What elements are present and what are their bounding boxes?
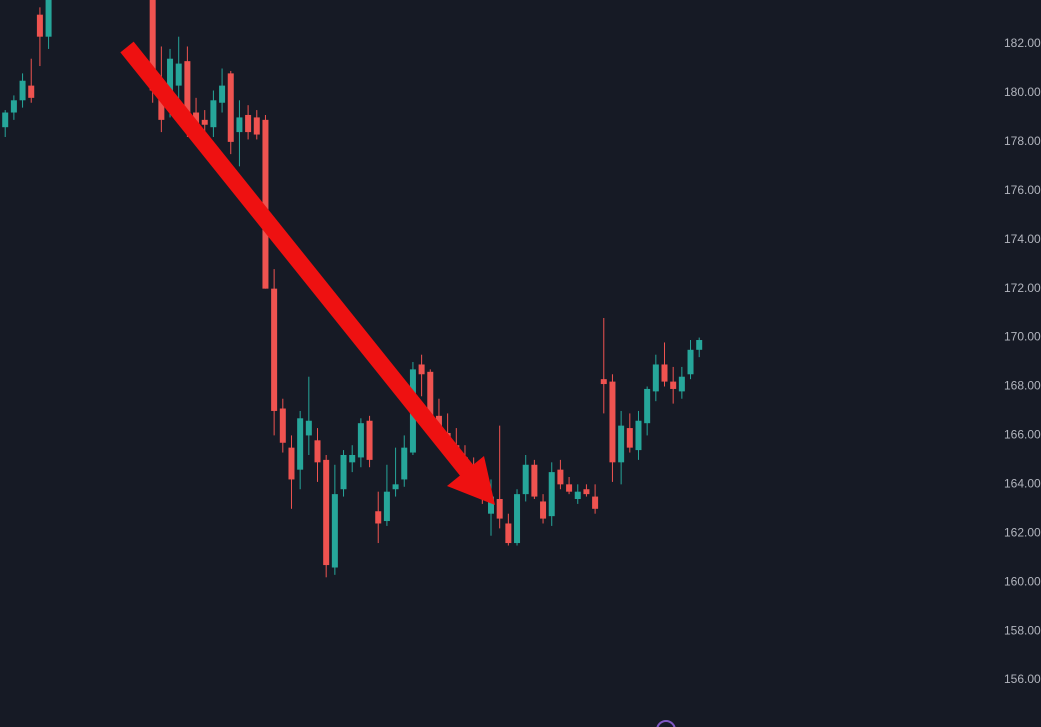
- y-tick-label: 156.00: [1004, 672, 1041, 686]
- candle-body: [279, 408, 286, 443]
- candle-body: [305, 420, 312, 436]
- candle-body: [566, 484, 573, 492]
- candle-body: [245, 114, 252, 133]
- candle-body: [297, 418, 304, 470]
- candle-body: [253, 117, 260, 135]
- candle-body: [366, 420, 373, 460]
- y-tick-label: 180.00: [1004, 85, 1041, 99]
- candle-body: [45, 0, 52, 37]
- candle-body: [670, 381, 677, 389]
- candle-body: [323, 459, 330, 566]
- candle-body: [488, 496, 495, 514]
- candle-body: [635, 420, 642, 451]
- candle-body: [219, 85, 226, 103]
- candle-body: [600, 379, 607, 385]
- candle-body: [271, 288, 278, 411]
- candle-body: [210, 100, 217, 128]
- candle-body: [618, 425, 625, 463]
- candle-body: [435, 415, 442, 429]
- candle-body: [201, 119, 208, 125]
- candle-body: [383, 491, 390, 522]
- candle-body: [331, 494, 338, 568]
- candle-body: [531, 464, 538, 497]
- y-tick-label: 182.00: [1004, 36, 1041, 50]
- plot-area: [2, 0, 703, 578]
- candle-body: [19, 80, 26, 101]
- y-tick-label: 174.00: [1004, 232, 1041, 246]
- candle-body: [687, 349, 694, 375]
- candle-body: [696, 340, 703, 350]
- y-tick-label: 170.00: [1004, 330, 1041, 344]
- candle-body: [314, 440, 321, 463]
- candle-body: [574, 491, 581, 500]
- candle-body: [227, 73, 234, 142]
- candle-body: [2, 112, 9, 128]
- candle-body: [149, 0, 156, 91]
- candle-body: [427, 371, 434, 421]
- y-tick-label: 168.00: [1004, 379, 1041, 393]
- candle-body: [349, 454, 356, 463]
- candle-body: [522, 464, 529, 495]
- candle-body: [418, 364, 425, 375]
- candle-body: [175, 63, 182, 86]
- candle-body: [288, 447, 295, 480]
- candle-body: [626, 428, 633, 448]
- candle-body: [514, 494, 521, 544]
- candle-body: [36, 14, 43, 37]
- candle-body: [340, 454, 347, 490]
- candle-body: [375, 511, 382, 524]
- candle-body: [496, 499, 503, 519]
- candle-body: [401, 447, 408, 480]
- candle-body: [548, 472, 555, 517]
- y-tick-label: 172.00: [1004, 281, 1041, 295]
- candle-body: [262, 119, 269, 289]
- price-axis: 156.00 158.00 160.00 162.00 164.00 166.00 168.…: [1004, 36, 1041, 686]
- y-tick-label: 164.00: [1004, 477, 1041, 491]
- candle-body: [184, 61, 191, 115]
- y-tick-label: 158.00: [1004, 623, 1041, 637]
- candle-body: [392, 484, 399, 490]
- candle-body: [236, 117, 243, 133]
- candle-body: [661, 364, 668, 382]
- candle-body: [557, 469, 564, 485]
- marker-icon: [656, 720, 676, 727]
- y-tick-label: 176.00: [1004, 183, 1041, 197]
- candle-body: [357, 423, 364, 458]
- y-tick-label: 160.00: [1004, 574, 1041, 588]
- candle-body: [505, 523, 512, 544]
- candle-body: [167, 58, 174, 111]
- candle-body: [609, 381, 616, 463]
- candle-body: [644, 388, 651, 424]
- y-tick-label: 166.00: [1004, 428, 1041, 442]
- candle-body: [10, 100, 17, 113]
- candle-body: [540, 501, 547, 519]
- candle-body: [28, 85, 35, 98]
- candle-body: [158, 95, 165, 120]
- candle-body: [678, 376, 685, 392]
- y-tick-label: 162.00: [1004, 525, 1041, 539]
- annotation-arrow: [120, 41, 495, 505]
- y-tick-label: 178.00: [1004, 134, 1041, 148]
- candle-body: [583, 489, 590, 495]
- candle-body: [652, 364, 659, 392]
- candle-body: [592, 496, 599, 509]
